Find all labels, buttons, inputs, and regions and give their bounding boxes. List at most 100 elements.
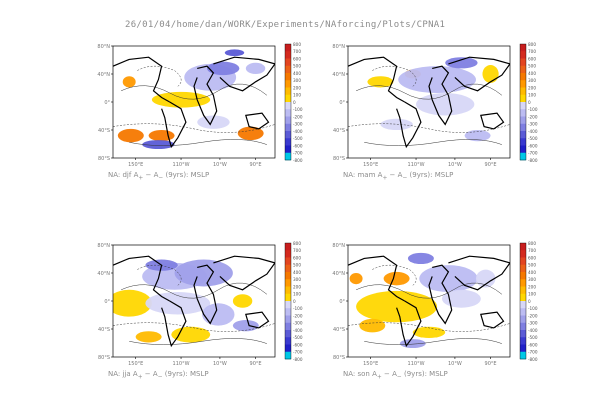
colorbar-tick-label: -800 bbox=[293, 158, 303, 163]
pressure-contour bbox=[348, 123, 510, 133]
colorbar-tick-label: 200 bbox=[293, 85, 301, 90]
colorbar-tick-label: 0 bbox=[293, 100, 296, 105]
colorbar-tick-label: -400 bbox=[528, 328, 538, 333]
djf-mslp-panel: 80°N 40°N 0° 40°S 80°S 150°E 110°W 10°W 90°E 800 7… bbox=[95, 38, 325, 188]
colorbar-swatch bbox=[285, 344, 291, 353]
colorbar-tick-label: -800 bbox=[293, 357, 303, 362]
x-tick-label: 150°E bbox=[128, 361, 143, 367]
anomaly-region bbox=[383, 271, 410, 286]
djf-caption: NA: djf A+ − A− (9yrs): MSLP bbox=[108, 171, 209, 181]
colorbar-tick-label: 300 bbox=[528, 78, 536, 83]
x-tick-label: 90°E bbox=[250, 361, 262, 367]
colorbar-tick-label: 300 bbox=[293, 78, 301, 83]
pressure-contour bbox=[364, 338, 502, 345]
colorbar-tick-label: -600 bbox=[293, 143, 303, 148]
colorbar-tick-label: 400 bbox=[293, 270, 301, 275]
colorbar-swatch bbox=[285, 94, 291, 103]
colorbar-tick-label: -700 bbox=[528, 151, 538, 156]
caption-plus: + bbox=[382, 175, 388, 182]
y-tick-label: 40°N bbox=[97, 72, 110, 78]
colorbar-tick-label: -800 bbox=[528, 357, 538, 362]
colorbar-swatch bbox=[285, 123, 291, 132]
anomaly-region bbox=[113, 289, 152, 317]
map-area: 80°N 40°N 0° 40°S 80°S 150°E 110°W 10°W 90°E bbox=[332, 243, 511, 367]
x-tick-label: 10°W bbox=[213, 162, 227, 168]
colorbar-tick-label: 400 bbox=[528, 71, 536, 76]
djf-map-plot: 80°N 40°N 0° 40°S 80°S 150°E 110°W 10°W 90°E 800 7… bbox=[97, 42, 303, 168]
y-tick-label: 80°N bbox=[332, 243, 345, 249]
y-tick-label: 80°S bbox=[98, 156, 110, 162]
pressure-contour bbox=[372, 264, 417, 286]
colorbar-tick-label: -200 bbox=[528, 114, 538, 119]
y-tick-label: 0° bbox=[104, 100, 110, 106]
colorbar-tick-label: 100 bbox=[293, 93, 301, 98]
anomaly-region bbox=[482, 65, 499, 83]
map-area: 80°N 40°N 0° 40°S 80°S 150°E 110°W 10°W 90°E bbox=[332, 44, 511, 168]
anomaly-region bbox=[148, 130, 175, 142]
colorbar-swatch bbox=[520, 330, 526, 338]
colorbar-tick-label: -600 bbox=[528, 342, 538, 347]
y-tick-label: 80°N bbox=[97, 44, 110, 50]
colorbar-swatch bbox=[520, 250, 526, 258]
colorbar-swatch bbox=[520, 322, 526, 331]
pressure-contour bbox=[348, 322, 510, 332]
colorbar-swatch bbox=[285, 116, 291, 125]
colorbar-swatch bbox=[285, 145, 291, 154]
colorbar-tick-label: -100 bbox=[293, 107, 303, 112]
x-tick-label: 10°W bbox=[448, 361, 462, 367]
colorbar-tick-label: 800 bbox=[528, 241, 536, 246]
colorbar-tick-label: -500 bbox=[293, 335, 303, 340]
colorbar-frame bbox=[284, 43, 292, 161]
anomaly-region bbox=[232, 320, 259, 332]
colorbar-swatch bbox=[520, 344, 526, 353]
caption-mid: − A bbox=[142, 370, 158, 378]
y-tick-label: 40°N bbox=[332, 271, 345, 277]
colorbar-swatch bbox=[285, 152, 291, 161]
coastline bbox=[113, 56, 170, 103]
colorbar-tick-label: 700 bbox=[293, 248, 301, 253]
caption-suffix: (9yrs): MSLP bbox=[401, 370, 448, 378]
colorbar-swatch bbox=[285, 102, 291, 110]
colorbar-tick-label: -800 bbox=[528, 158, 538, 163]
x-tick-label: 110°W bbox=[173, 361, 190, 367]
colorbar-swatch bbox=[520, 138, 526, 146]
colorbar-tick-label: 500 bbox=[293, 263, 301, 268]
colorbar-tick-label: 0 bbox=[528, 100, 531, 105]
y-tick-label: 80°S bbox=[98, 355, 110, 361]
colorbar-tick-label: -200 bbox=[293, 114, 303, 119]
mam-caption: NA: mam A+ − A− (9yrs): MSLP bbox=[343, 171, 453, 181]
colorbar-tick-label: 700 bbox=[293, 49, 301, 54]
anomaly-region bbox=[202, 303, 235, 326]
y-tick-label: 40°N bbox=[97, 271, 110, 277]
colorbar-swatch bbox=[285, 279, 291, 287]
coastline bbox=[448, 56, 510, 92]
anomaly-region bbox=[416, 93, 475, 116]
coastline bbox=[348, 56, 405, 103]
colorbar-tick-label: 0 bbox=[528, 299, 531, 304]
anomaly-region bbox=[380, 118, 413, 130]
y-tick-label: 40°S bbox=[98, 327, 110, 333]
x-tick-label: 110°W bbox=[408, 162, 425, 168]
colorbar-frame bbox=[519, 43, 527, 161]
colorbar-swatch bbox=[285, 138, 291, 146]
colorbar: 800 700 600 500 400 300 200 100 0 -100 -200 -300 -40… bbox=[519, 241, 538, 362]
colorbar-swatch bbox=[520, 351, 526, 360]
coastline bbox=[161, 300, 187, 348]
son-mslp-panel: 80°N 40°N 0° 40°S 80°S 150°E 110°W 10°W 90°E 800 7… bbox=[330, 237, 560, 387]
colorbar-swatch bbox=[520, 243, 526, 251]
anomaly-region bbox=[174, 259, 233, 287]
x-tick-label: 150°E bbox=[363, 162, 378, 168]
coastline bbox=[396, 300, 422, 348]
colorbar-tick-label: 800 bbox=[528, 42, 536, 47]
colorbar-tick-label: 100 bbox=[293, 292, 301, 297]
y-tick-label: 0° bbox=[339, 100, 345, 106]
colorbar-swatch bbox=[285, 73, 291, 81]
anomaly-region bbox=[117, 128, 144, 143]
caption-prefix: NA: jja A bbox=[108, 370, 138, 378]
coastline bbox=[480, 311, 505, 329]
anomaly-region bbox=[237, 126, 264, 141]
anomaly-region bbox=[475, 269, 496, 288]
colorbar-tick-label: -300 bbox=[528, 122, 538, 127]
mam-map-plot: 80°N 40°N 0° 40°S 80°S 150°E 110°W 10°W 90°E 800 7… bbox=[332, 42, 538, 168]
page-title: 26/01/04/home/dan/WORK/Experiments/NAfor… bbox=[125, 20, 446, 30]
